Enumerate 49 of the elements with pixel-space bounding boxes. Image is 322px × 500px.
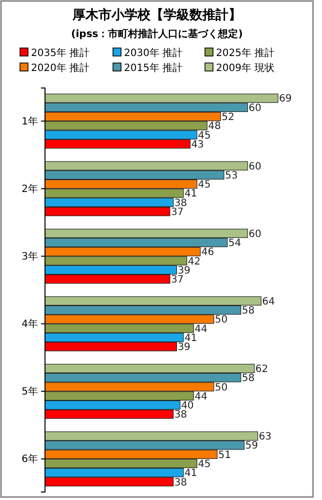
data-label: 44 [194,391,208,402]
data-label: 43 [191,139,204,150]
data-label: 41 [184,468,198,480]
legend-label: 2015年 推計 [124,62,183,74]
legend-label: 2020年 推計 [31,62,90,74]
data-label: 39 [178,342,190,354]
data-label: 45 [198,458,211,470]
data-label: 60 [248,161,262,172]
data-label: 41 [184,332,198,344]
y-tick-label: 2年 [22,182,38,195]
data-label: 41 [184,188,198,200]
data-label: 60 [248,102,262,114]
data-label: 42 [188,256,201,268]
data-label: 63 [258,432,272,443]
data-label: 54 [228,238,242,250]
data-label: 58 [242,306,255,317]
legend-label: 2035年 推計 [31,47,90,59]
data-label: 50 [214,382,228,394]
y-tick-label: 1年 [22,115,38,128]
data-label: 38 [174,410,188,421]
legend-label: 2009年 現状 [216,62,275,74]
data-label: 38 [174,477,188,488]
data-label: 69 [279,94,292,105]
data-label: 48 [208,121,221,132]
y-tick-label: 4年 [22,318,38,330]
chart-subtitle: (ipss：市町村推計人口に基づく想定) [71,28,243,40]
data-label: 50 [214,314,228,326]
y-tick-label: 5年 [22,386,38,398]
data-label: 62 [255,364,268,375]
data-label: 37 [170,207,184,218]
data-label: 51 [218,450,231,461]
y-tick-label: 3年 [22,250,38,262]
legend-label: 2025年 推計 [216,47,275,59]
data-label: 58 [242,373,255,384]
data-label: 52 [222,112,234,124]
legend-label: 2030年 推計 [124,47,183,59]
chart-title: 厚木市小学校【学級数推計】 [72,7,242,23]
data-label: 59 [245,440,258,452]
y-tick-label: 6年 [22,453,38,466]
data-label: 39 [178,265,190,276]
data-label: 60 [248,228,262,240]
data-label: 45 [198,180,211,191]
data-label: 37 [170,274,184,286]
data-label: 53 [224,170,238,182]
data-label: 38 [174,198,188,209]
data-label: 44 [194,324,208,335]
data-label: 64 [262,296,275,308]
data-label: 45 [198,130,211,142]
data-label: 46 [201,247,214,258]
